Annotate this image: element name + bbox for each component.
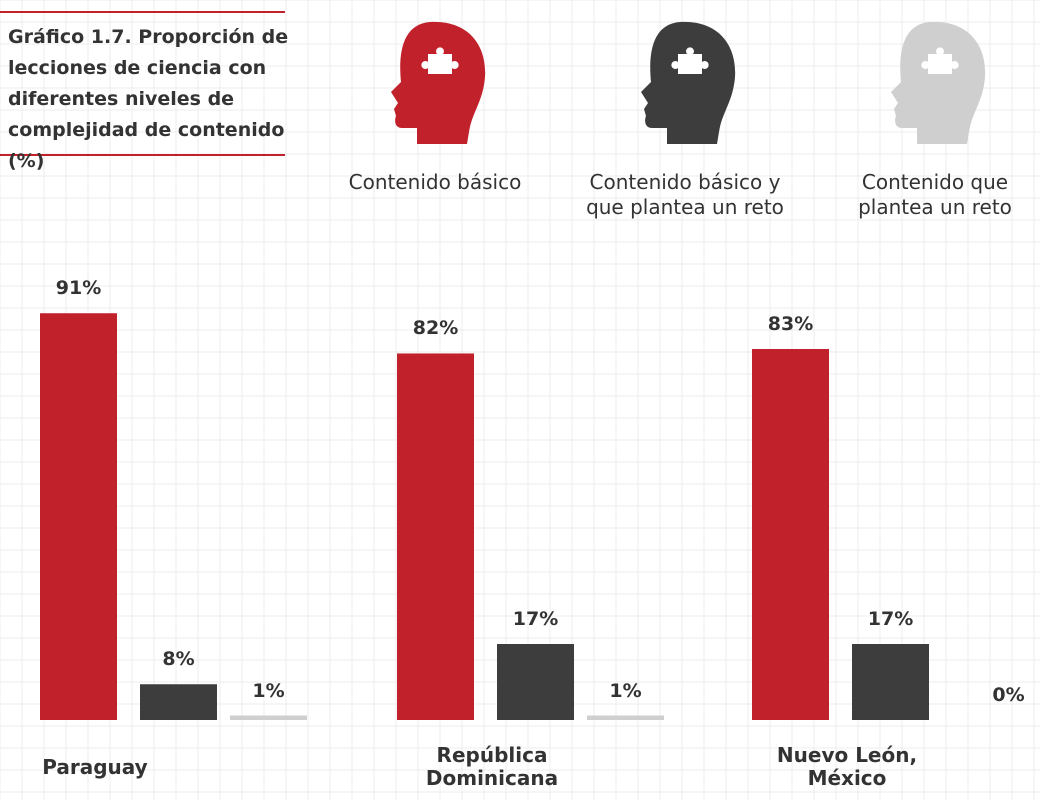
value-label: 8% (162, 648, 195, 671)
legend-icon-puzzle (421, 47, 459, 74)
x-tick-label: República Dominicana (425, 743, 559, 790)
bar (587, 715, 664, 720)
legend-icon (391, 21, 486, 144)
bar (140, 684, 217, 720)
chart-title: Gráfico 1.7. Proporción de lecciones de … (8, 26, 289, 172)
bar (852, 644, 929, 720)
x-tick-label: Paraguay (42, 754, 148, 779)
bar (497, 644, 574, 720)
legend-label: Contenido básico (348, 170, 522, 194)
legend-label: Contenido básico y que plantea un reto (586, 170, 784, 219)
value-label: 82% (412, 317, 459, 340)
x-tick-label: Nuevo León, México (776, 743, 918, 790)
value-label: 1% (252, 679, 285, 702)
legend-icon-puzzle (671, 47, 709, 74)
bar (397, 353, 474, 720)
legend-label: Contenido que plantea un reto (858, 170, 1012, 219)
value-label: 83% (767, 312, 814, 335)
legend-icon (641, 21, 736, 144)
bar (752, 348, 829, 720)
value-label: 17% (867, 608, 914, 630)
value-label: 1% (609, 679, 642, 702)
value-label: 0% (992, 684, 1025, 706)
bar (40, 313, 117, 720)
legend-icon-puzzle (921, 47, 959, 74)
value-label: 17% (512, 608, 559, 630)
legend-icon (891, 21, 986, 144)
value-label: 91% (55, 277, 102, 300)
bar (230, 715, 307, 720)
